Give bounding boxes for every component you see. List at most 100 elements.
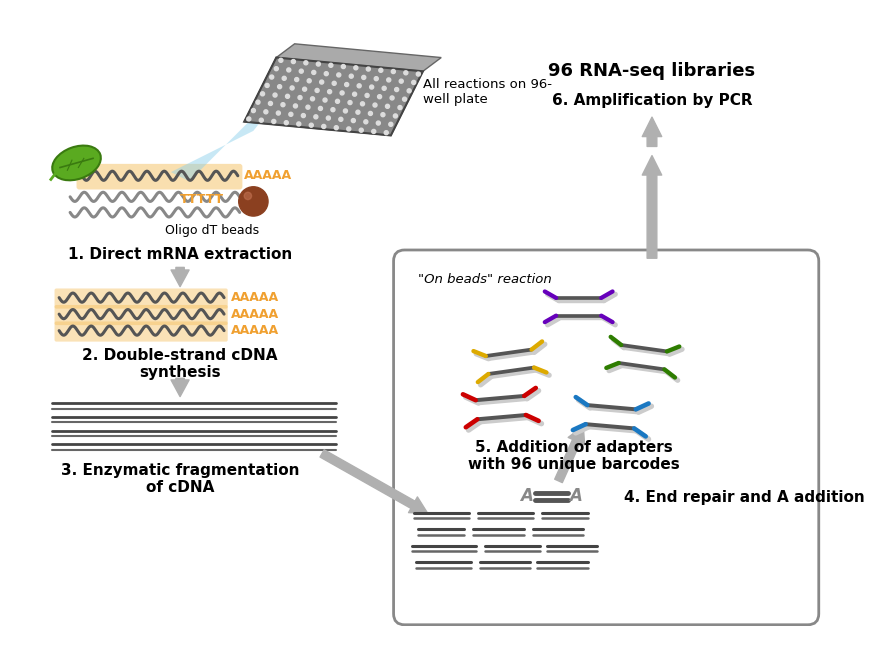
Circle shape: [271, 119, 276, 123]
Circle shape: [393, 114, 398, 118]
Circle shape: [322, 125, 326, 129]
Circle shape: [289, 112, 293, 116]
Circle shape: [341, 65, 345, 69]
Circle shape: [256, 100, 260, 104]
Circle shape: [417, 72, 420, 76]
Circle shape: [365, 93, 369, 97]
Circle shape: [356, 110, 360, 114]
Circle shape: [259, 118, 263, 122]
Circle shape: [299, 69, 303, 73]
Circle shape: [318, 106, 323, 110]
Text: AAAAA: AAAAA: [245, 169, 292, 182]
Circle shape: [328, 89, 332, 93]
Circle shape: [366, 67, 370, 71]
Circle shape: [293, 104, 297, 108]
Polygon shape: [245, 57, 423, 135]
Circle shape: [387, 78, 391, 82]
Text: 6. Amplification by PCR: 6. Amplification by PCR: [552, 93, 753, 108]
Circle shape: [270, 75, 273, 79]
Circle shape: [279, 58, 283, 62]
Circle shape: [376, 121, 380, 125]
Circle shape: [276, 111, 280, 115]
Circle shape: [261, 92, 264, 96]
Circle shape: [358, 84, 361, 88]
Circle shape: [312, 71, 315, 74]
Circle shape: [392, 69, 395, 74]
Circle shape: [372, 129, 375, 133]
Circle shape: [324, 72, 328, 76]
Circle shape: [278, 85, 281, 89]
Circle shape: [252, 108, 255, 112]
Text: Oligo dT beads: Oligo dT beads: [165, 225, 259, 237]
Circle shape: [349, 74, 353, 78]
Circle shape: [362, 75, 366, 80]
Circle shape: [351, 119, 356, 123]
Circle shape: [282, 76, 286, 80]
Polygon shape: [171, 67, 304, 182]
Text: 4. End repair and A addition: 4. End repair and A addition: [625, 490, 866, 505]
Text: 2. Double-strand cDNA
synthesis: 2. Double-strand cDNA synthesis: [82, 348, 278, 381]
Circle shape: [326, 116, 331, 120]
Circle shape: [375, 76, 378, 81]
Circle shape: [273, 93, 277, 97]
Circle shape: [303, 87, 306, 91]
Circle shape: [381, 113, 385, 117]
Text: "On beads" reaction: "On beads" reaction: [418, 273, 552, 286]
Circle shape: [238, 187, 268, 216]
Circle shape: [265, 84, 269, 88]
Circle shape: [384, 131, 388, 135]
Circle shape: [377, 95, 382, 99]
Text: 1. Direct mRNA extraction: 1. Direct mRNA extraction: [68, 247, 292, 263]
Ellipse shape: [52, 146, 101, 180]
Circle shape: [329, 63, 333, 67]
Circle shape: [295, 78, 298, 82]
Circle shape: [274, 67, 279, 71]
Circle shape: [345, 82, 349, 87]
Circle shape: [340, 91, 344, 95]
FancyBboxPatch shape: [55, 289, 228, 309]
Polygon shape: [276, 44, 441, 71]
FancyBboxPatch shape: [393, 250, 819, 625]
Circle shape: [359, 128, 363, 132]
Circle shape: [360, 102, 365, 106]
Circle shape: [337, 73, 340, 77]
Circle shape: [334, 125, 339, 130]
Polygon shape: [245, 57, 423, 135]
Text: TTTTT: TTTTT: [180, 193, 224, 206]
Circle shape: [385, 104, 390, 108]
Circle shape: [323, 98, 327, 102]
Circle shape: [315, 88, 319, 93]
Circle shape: [291, 59, 296, 63]
Circle shape: [284, 121, 289, 125]
Text: All reactions on 96-
well plate: All reactions on 96- well plate: [423, 78, 552, 106]
Circle shape: [297, 122, 301, 126]
Text: AAAAA: AAAAA: [230, 308, 279, 321]
Circle shape: [290, 86, 294, 90]
Circle shape: [400, 79, 403, 83]
Circle shape: [353, 92, 357, 96]
Text: 3. Enzymatic fragmentation
of cDNA: 3. Enzymatic fragmentation of cDNA: [61, 462, 299, 495]
Text: A: A: [570, 488, 582, 505]
Circle shape: [298, 95, 302, 99]
Circle shape: [246, 117, 251, 121]
Circle shape: [398, 106, 402, 110]
FancyBboxPatch shape: [55, 305, 228, 325]
Circle shape: [314, 115, 318, 119]
Circle shape: [320, 80, 323, 84]
Circle shape: [311, 97, 314, 101]
Circle shape: [404, 71, 408, 75]
Circle shape: [379, 69, 383, 72]
Circle shape: [402, 97, 407, 101]
Circle shape: [332, 81, 336, 86]
Circle shape: [301, 114, 306, 118]
Text: AAAAA: AAAAA: [230, 324, 279, 337]
FancyBboxPatch shape: [55, 321, 228, 342]
Circle shape: [407, 89, 411, 93]
Circle shape: [339, 118, 343, 121]
Circle shape: [412, 80, 416, 84]
Circle shape: [348, 101, 352, 104]
Circle shape: [373, 103, 377, 107]
Text: 5. Addition of adapters
with 96 unique barcodes: 5. Addition of adapters with 96 unique b…: [469, 439, 680, 472]
Text: A: A: [520, 488, 533, 505]
Circle shape: [331, 108, 335, 112]
